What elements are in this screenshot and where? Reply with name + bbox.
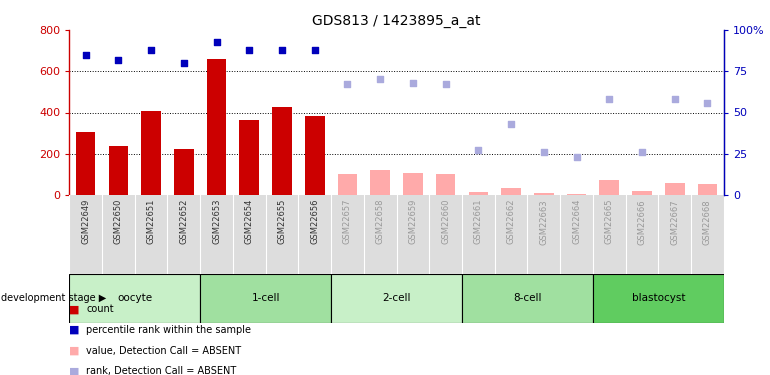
Text: development stage ▶: development stage ▶ bbox=[1, 293, 106, 303]
Bar bbox=[436, 174, 455, 195]
Bar bbox=[75, 132, 95, 195]
Text: GSM22660: GSM22660 bbox=[441, 199, 450, 244]
Text: 1-cell: 1-cell bbox=[251, 293, 280, 303]
Bar bbox=[632, 191, 651, 195]
Title: GDS813 / 1423895_a_at: GDS813 / 1423895_a_at bbox=[313, 13, 480, 28]
Text: 8-cell: 8-cell bbox=[513, 293, 542, 303]
Text: ■: ■ bbox=[69, 325, 80, 335]
Point bbox=[145, 47, 157, 53]
Text: GSM22658: GSM22658 bbox=[376, 199, 385, 244]
Text: GSM22649: GSM22649 bbox=[81, 199, 90, 244]
Bar bbox=[109, 146, 128, 195]
Text: GSM22650: GSM22650 bbox=[114, 199, 123, 244]
Text: GSM22652: GSM22652 bbox=[179, 199, 189, 244]
Bar bbox=[200, 274, 331, 322]
Point bbox=[79, 52, 92, 58]
Point bbox=[276, 47, 288, 53]
Text: GSM22663: GSM22663 bbox=[539, 199, 548, 244]
Text: GSM22665: GSM22665 bbox=[604, 199, 614, 244]
Point bbox=[407, 80, 419, 86]
Text: ■: ■ bbox=[69, 366, 80, 375]
Point bbox=[243, 47, 256, 53]
Point bbox=[374, 76, 387, 82]
Point bbox=[112, 57, 125, 63]
Text: GSM22662: GSM22662 bbox=[507, 199, 516, 244]
Point bbox=[537, 149, 550, 155]
Bar bbox=[665, 183, 685, 195]
Text: GSM22653: GSM22653 bbox=[212, 199, 221, 244]
Bar bbox=[600, 180, 619, 195]
Text: GSM22668: GSM22668 bbox=[703, 199, 712, 244]
Text: GSM22666: GSM22666 bbox=[638, 199, 647, 244]
Bar bbox=[305, 116, 325, 195]
Text: count: count bbox=[86, 304, 114, 314]
Point bbox=[210, 39, 223, 45]
Bar bbox=[501, 188, 521, 195]
Point bbox=[505, 121, 517, 127]
Point bbox=[341, 81, 353, 87]
Bar bbox=[206, 59, 226, 195]
Bar bbox=[174, 148, 194, 195]
Text: GSM22659: GSM22659 bbox=[408, 199, 417, 244]
Bar bbox=[239, 120, 259, 195]
Bar bbox=[273, 107, 292, 195]
Bar bbox=[462, 274, 593, 322]
Bar bbox=[698, 184, 718, 195]
Point bbox=[472, 147, 484, 153]
Text: GSM22657: GSM22657 bbox=[343, 199, 352, 244]
Text: 2-cell: 2-cell bbox=[382, 293, 411, 303]
Text: GSM22667: GSM22667 bbox=[670, 199, 679, 244]
Bar bbox=[468, 192, 488, 195]
Point bbox=[636, 149, 648, 155]
Point bbox=[440, 81, 452, 87]
Text: GSM22654: GSM22654 bbox=[245, 199, 254, 244]
Bar bbox=[337, 174, 357, 195]
Point bbox=[309, 47, 321, 53]
Text: GSM22664: GSM22664 bbox=[572, 199, 581, 244]
Text: GSM22651: GSM22651 bbox=[146, 199, 156, 244]
Bar bbox=[69, 274, 200, 322]
Text: rank, Detection Call = ABSENT: rank, Detection Call = ABSENT bbox=[86, 366, 236, 375]
Bar bbox=[331, 274, 462, 322]
Bar bbox=[403, 173, 423, 195]
Bar bbox=[567, 194, 587, 195]
Point bbox=[668, 96, 681, 102]
Bar bbox=[142, 111, 161, 195]
Point bbox=[178, 60, 190, 66]
Text: blastocyst: blastocyst bbox=[631, 293, 685, 303]
Text: GSM22656: GSM22656 bbox=[310, 199, 320, 244]
Text: oocyte: oocyte bbox=[117, 293, 152, 303]
Text: value, Detection Call = ABSENT: value, Detection Call = ABSENT bbox=[86, 346, 241, 355]
Text: GSM22661: GSM22661 bbox=[474, 199, 483, 244]
Text: percentile rank within the sample: percentile rank within the sample bbox=[86, 325, 251, 335]
Text: GSM22655: GSM22655 bbox=[277, 199, 286, 244]
Bar bbox=[534, 193, 554, 195]
Point bbox=[571, 154, 583, 160]
Text: ■: ■ bbox=[69, 304, 80, 314]
Bar bbox=[370, 170, 390, 195]
Text: ■: ■ bbox=[69, 346, 80, 355]
Bar bbox=[593, 274, 724, 322]
Point bbox=[701, 100, 714, 106]
Point bbox=[603, 96, 615, 102]
